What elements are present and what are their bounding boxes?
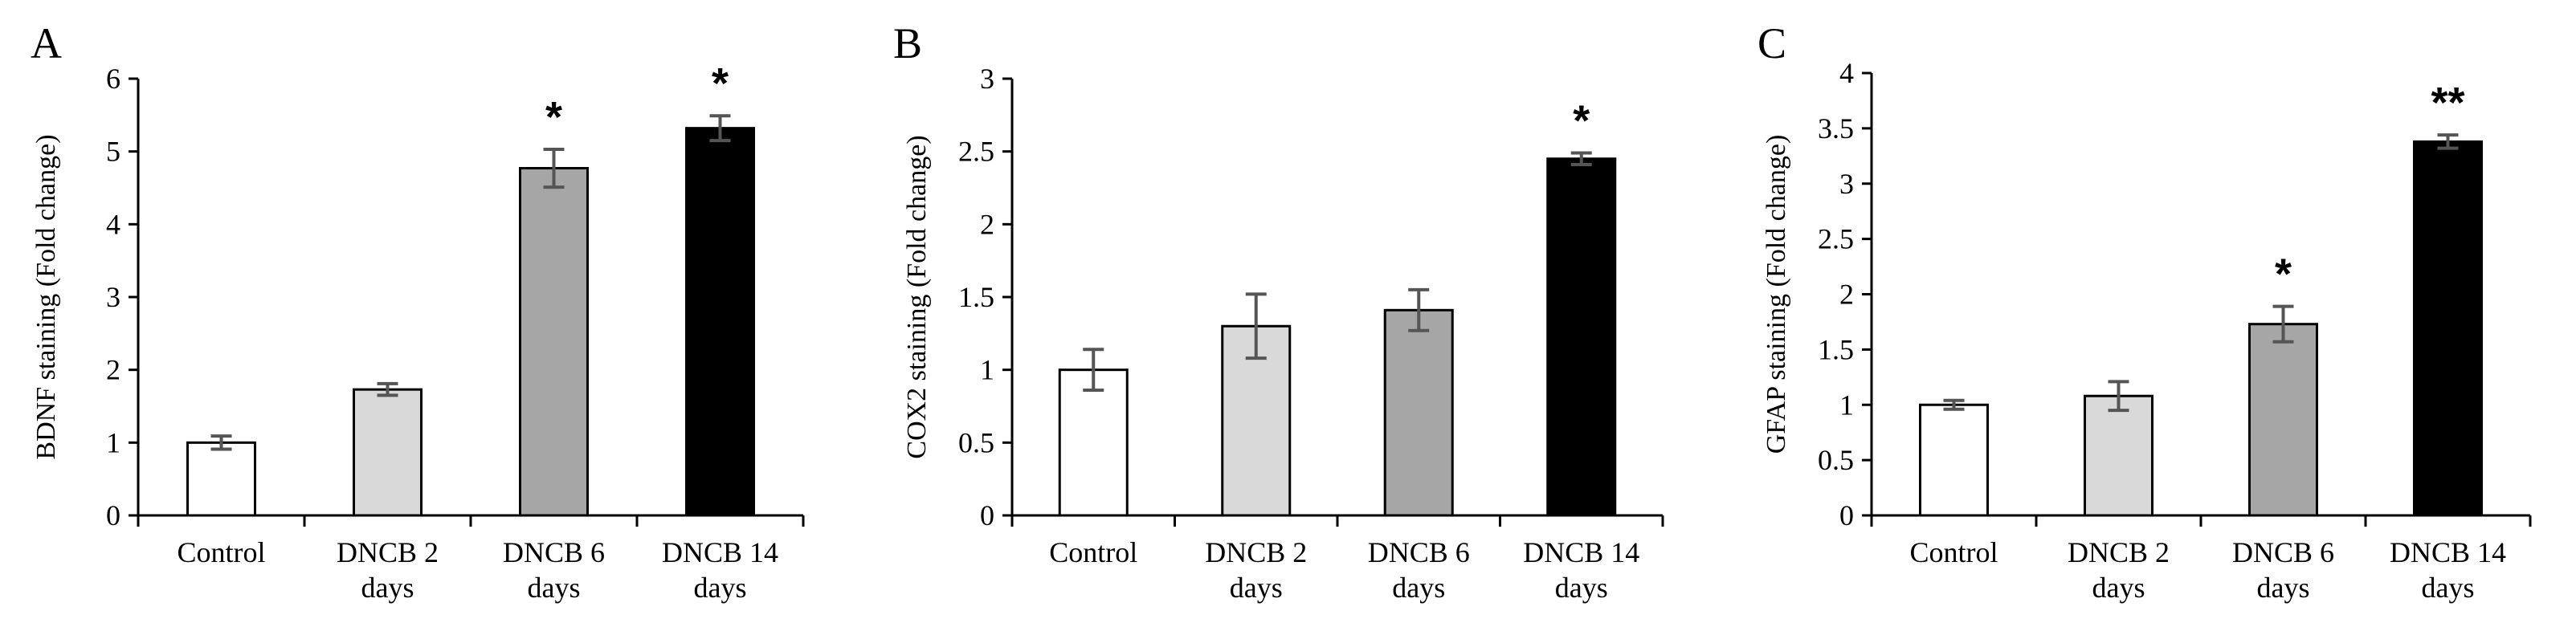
bar	[1058, 368, 1129, 517]
y-tick-label: 1	[1839, 389, 1854, 421]
y-tick-label: 0	[980, 499, 994, 531]
category-label: days	[2422, 572, 2475, 604]
category-label: DNCB 2	[1205, 536, 1307, 568]
y-tick-label: 0.5	[958, 426, 994, 458]
bar	[1383, 308, 1454, 517]
y-tick-label: 1.5	[1818, 333, 1854, 365]
category-label: DNCB 14	[2390, 536, 2506, 568]
significance-marker: *	[2275, 250, 2292, 299]
y-axis-label: BDNF staining (Fold change)	[31, 134, 61, 459]
panel-a: A 0 1 2 3 4 5 6 BDNF staining (Fold change) Contr…	[31, 19, 805, 604]
category-label: days	[528, 572, 581, 604]
y-tick-label: 1	[980, 354, 994, 386]
category-label: days	[1392, 572, 1445, 604]
y-axis-label: GFAP staining (Fold change)	[1762, 135, 1791, 454]
bar	[1546, 157, 1617, 517]
category-label: Control	[177, 536, 265, 568]
category-label: DNCB 14	[1523, 536, 1639, 568]
significance-marker: *	[545, 93, 562, 141]
y-tick-label: 3	[106, 281, 120, 313]
significance-marker: *	[1573, 96, 1590, 145]
y-tick-label: 6	[106, 63, 120, 95]
panel-b: B 0 0.5 1 1.5 2 2.5 3 COX2 staining (Fold change…	[893, 19, 1664, 604]
category-label: DNCB 6	[2232, 536, 2334, 568]
y-tick-label: 1	[106, 426, 120, 458]
bar	[186, 441, 256, 517]
significance-marker: *	[712, 59, 729, 108]
bar	[685, 127, 755, 517]
panel-label: B	[893, 19, 922, 67]
y-tick-label: 3	[980, 63, 994, 95]
y-tick-label: 2	[106, 354, 120, 386]
category-label: DNCB 14	[662, 536, 778, 568]
category-label: days	[2092, 572, 2145, 604]
y-tick-label: 4	[106, 208, 120, 240]
y-tick-label: 3	[1839, 168, 1854, 200]
y-tick-label: 0	[106, 499, 120, 531]
category-label: days	[2257, 572, 2310, 604]
category-label: DNCB 6	[1368, 536, 1470, 568]
bar	[1919, 403, 1989, 517]
y-tick-label: 2.5	[958, 136, 994, 168]
category-label: days	[361, 572, 414, 604]
y-tick-label: 1.5	[958, 281, 994, 313]
y-tick-label: 0	[1839, 499, 1854, 531]
category-label: Control	[1049, 536, 1137, 568]
panel-label: A	[31, 19, 62, 67]
category-label: days	[1230, 572, 1283, 604]
bar	[2413, 140, 2483, 517]
category-label: DNCB 2	[337, 536, 439, 568]
category-label: days	[1555, 572, 1608, 604]
panel-c: C 0 0.5 1 1.5 2 2.5 3 3.5 4 GFAP staining (Fold ch…	[1757, 19, 2532, 604]
bar	[353, 388, 423, 517]
bar	[2248, 323, 2318, 517]
y-axis-label: COX2 staining (Fold change)	[902, 135, 932, 458]
category-label: Control	[1909, 536, 1998, 568]
y-tick-label: 4	[1839, 57, 1854, 89]
panel-label: C	[1757, 19, 1786, 67]
y-tick-label: 0.5	[1818, 444, 1854, 476]
y-tick-label: 2.5	[1818, 223, 1854, 255]
bar	[519, 167, 589, 517]
y-tick-label: 2	[1839, 279, 1854, 311]
category-label: days	[694, 572, 747, 604]
significance-marker: **	[2431, 79, 2464, 127]
category-label: DNCB 6	[503, 536, 605, 568]
y-tick-label: 3.5	[1818, 112, 1854, 145]
bar	[2084, 394, 2153, 517]
category-label: DNCB 2	[2068, 536, 2170, 568]
y-tick-label: 2	[980, 208, 994, 240]
y-tick-label: 5	[106, 136, 120, 168]
